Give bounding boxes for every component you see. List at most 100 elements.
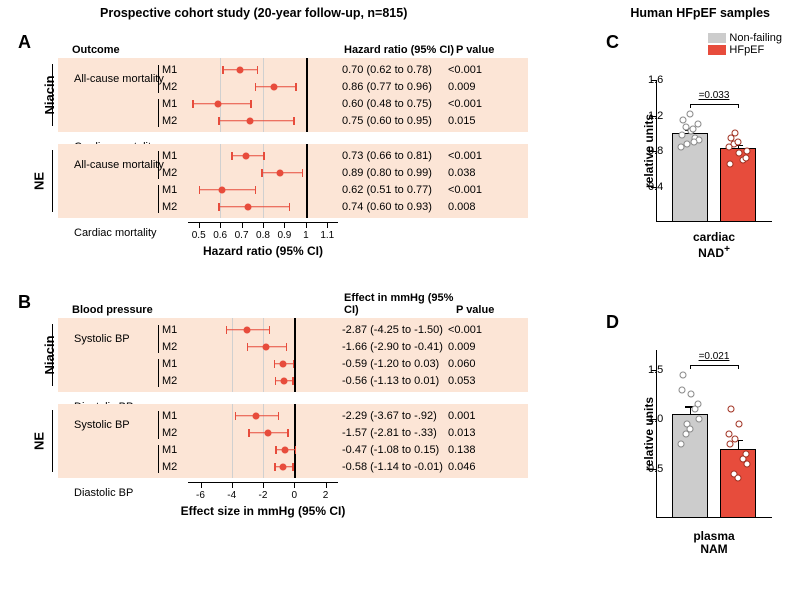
- x-tick-label: 1.1: [320, 230, 334, 241]
- forest-p-value: <0.001: [448, 98, 496, 110]
- data-point: [735, 475, 742, 482]
- x-tick-label: 2: [323, 490, 329, 501]
- forest-model: M2: [162, 81, 186, 93]
- forest-header-hr: Effect in mmHg (95% CI): [338, 292, 456, 316]
- forest-p-value: 0.046: [448, 461, 496, 473]
- forest-p-value: 0.008: [448, 201, 496, 213]
- forest-p-value: <0.001: [448, 184, 496, 196]
- forest-model: M1: [162, 444, 186, 456]
- forest-p-value: <0.001: [448, 150, 496, 162]
- x-tick-label: 1: [303, 230, 309, 241]
- data-point: [735, 139, 742, 146]
- forest-hr-text: 0.89 (0.80 to 0.99): [336, 167, 448, 179]
- forest-row: M2 0.75 (0.60 to 0.95) 0.015: [58, 112, 528, 129]
- bar: [720, 449, 756, 518]
- forest-p-value: 0.138: [448, 444, 496, 456]
- forest-row: Systolic BP M1 -2.87 (-4.25 to -1.50) <0…: [58, 321, 528, 338]
- forest-model: M1: [162, 184, 186, 196]
- forest-hr-text: -0.56 (-1.13 to 0.01): [336, 375, 448, 387]
- forest-group-label: Niacin: [42, 335, 57, 374]
- data-point: [691, 139, 698, 146]
- x-tick-label: 0.8: [256, 230, 270, 241]
- forest-header-p: P value: [456, 44, 504, 56]
- forest-hr-text: 0.62 (0.51 to 0.77): [336, 184, 448, 196]
- data-point: [680, 116, 687, 123]
- data-point: [684, 140, 691, 147]
- data-point: [736, 149, 743, 156]
- legend: Non-failingHFpEF: [708, 32, 782, 56]
- y-axis-label: relative units: [642, 397, 656, 471]
- data-point: [732, 130, 739, 137]
- data-point: [744, 148, 751, 155]
- data-point: [696, 416, 703, 423]
- forest-p-value: 0.060: [448, 358, 496, 370]
- forest-row: M2 0.74 (0.60 to 0.93) 0.008: [58, 198, 528, 215]
- x-tick-label: -2: [259, 490, 268, 501]
- panel-d-label: D: [606, 312, 619, 333]
- forest-row: Cardiac mortality M1 0.62 (0.51 to 0.77)…: [58, 181, 528, 198]
- data-point: [682, 124, 689, 131]
- forest-header-p: P value: [456, 304, 504, 316]
- forest-p-value: 0.009: [448, 341, 496, 353]
- forest-outcome-label: Cardiac mortality: [68, 227, 168, 239]
- forest-row: Diastolic BP M1 -0.59 (-1.20 to 0.03) 0.…: [58, 355, 528, 372]
- x-axis-label: cardiacNAD+: [693, 231, 735, 260]
- x-tick-label: 0.7: [235, 230, 249, 241]
- forest-row: M2 -1.66 (-2.90 to -0.41) 0.009: [58, 338, 528, 355]
- data-point: [677, 440, 684, 447]
- data-point: [695, 401, 702, 408]
- x-tick-label: 0.9: [277, 230, 291, 241]
- legend-label: HFpEF: [729, 44, 764, 56]
- y-axis-label: relative units: [642, 114, 656, 188]
- forest-model: M2: [162, 201, 186, 213]
- forest-p-value: 0.001: [448, 410, 496, 422]
- forest-hr-text: 0.70 (0.62 to 0.78): [336, 64, 448, 76]
- forest-p-value: 0.015: [448, 115, 496, 127]
- forest-p-value: 0.013: [448, 427, 496, 439]
- forest-row: All-cause mortality M1 0.73 (0.66 to 0.8…: [58, 147, 528, 164]
- forest-hr-text: 0.74 (0.60 to 0.93): [336, 201, 448, 213]
- x-axis-title: Hazard ratio (95% CI): [203, 244, 323, 258]
- panel-c-label: C: [606, 32, 619, 53]
- panel-b-label: B: [18, 292, 31, 313]
- forest-model: M2: [162, 115, 186, 127]
- x-tick-label: -6: [196, 490, 205, 501]
- data-point: [689, 125, 696, 132]
- forest-group-label: NE: [32, 172, 47, 190]
- x-tick-label: 0.5: [192, 230, 206, 241]
- forest-header-outcome: Outcome: [58, 44, 182, 56]
- significance-label: =0.033: [699, 90, 730, 101]
- data-point: [728, 406, 735, 413]
- forest-outcome-label: Diastolic BP: [68, 487, 168, 499]
- x-axis-label: plasmaNAM: [693, 530, 734, 556]
- forest-row: M2 -0.58 (-1.14 to -0.01) 0.046: [58, 458, 528, 475]
- data-point: [688, 391, 695, 398]
- forest-model: M2: [162, 461, 186, 473]
- data-point: [687, 110, 694, 117]
- forest-model: M2: [162, 427, 186, 439]
- title-right: Human HFpEF samples: [630, 6, 770, 20]
- forest-model: M1: [162, 98, 186, 110]
- x-tick-label: 0: [291, 490, 297, 501]
- data-point: [725, 431, 732, 438]
- forest-header-hr: Hazard ratio (95% CI): [338, 44, 456, 56]
- data-point: [726, 161, 733, 168]
- forest-hr-text: -1.57 (-2.81 to -.33): [336, 427, 448, 439]
- panel-a-label: A: [18, 32, 31, 53]
- data-point: [736, 421, 743, 428]
- title-left: Prospective cohort study (20-year follow…: [100, 6, 407, 20]
- data-point: [743, 450, 750, 457]
- forest-hr-text: -0.47 (-1.08 to 0.15): [336, 444, 448, 456]
- panel-b-forest: Blood pressure Effect in mmHg (95% CI) P…: [58, 300, 528, 490]
- x-tick-label: -4: [227, 490, 236, 501]
- data-point: [687, 426, 694, 433]
- forest-row: All-cause mortality M1 0.70 (0.62 to 0.7…: [58, 61, 528, 78]
- forest-p-value: 0.053: [448, 375, 496, 387]
- significance-label: =0.021: [699, 351, 730, 362]
- x-tick-label: 0.6: [213, 230, 227, 241]
- forest-p-value: 0.038: [448, 167, 496, 179]
- forest-header-outcome: Blood pressure: [58, 304, 182, 316]
- forest-row: Systolic BP M1 -2.29 (-3.67 to -.92) 0.0…: [58, 407, 528, 424]
- data-point: [677, 143, 684, 150]
- forest-hr-text: 0.86 (0.77 to 0.96): [336, 81, 448, 93]
